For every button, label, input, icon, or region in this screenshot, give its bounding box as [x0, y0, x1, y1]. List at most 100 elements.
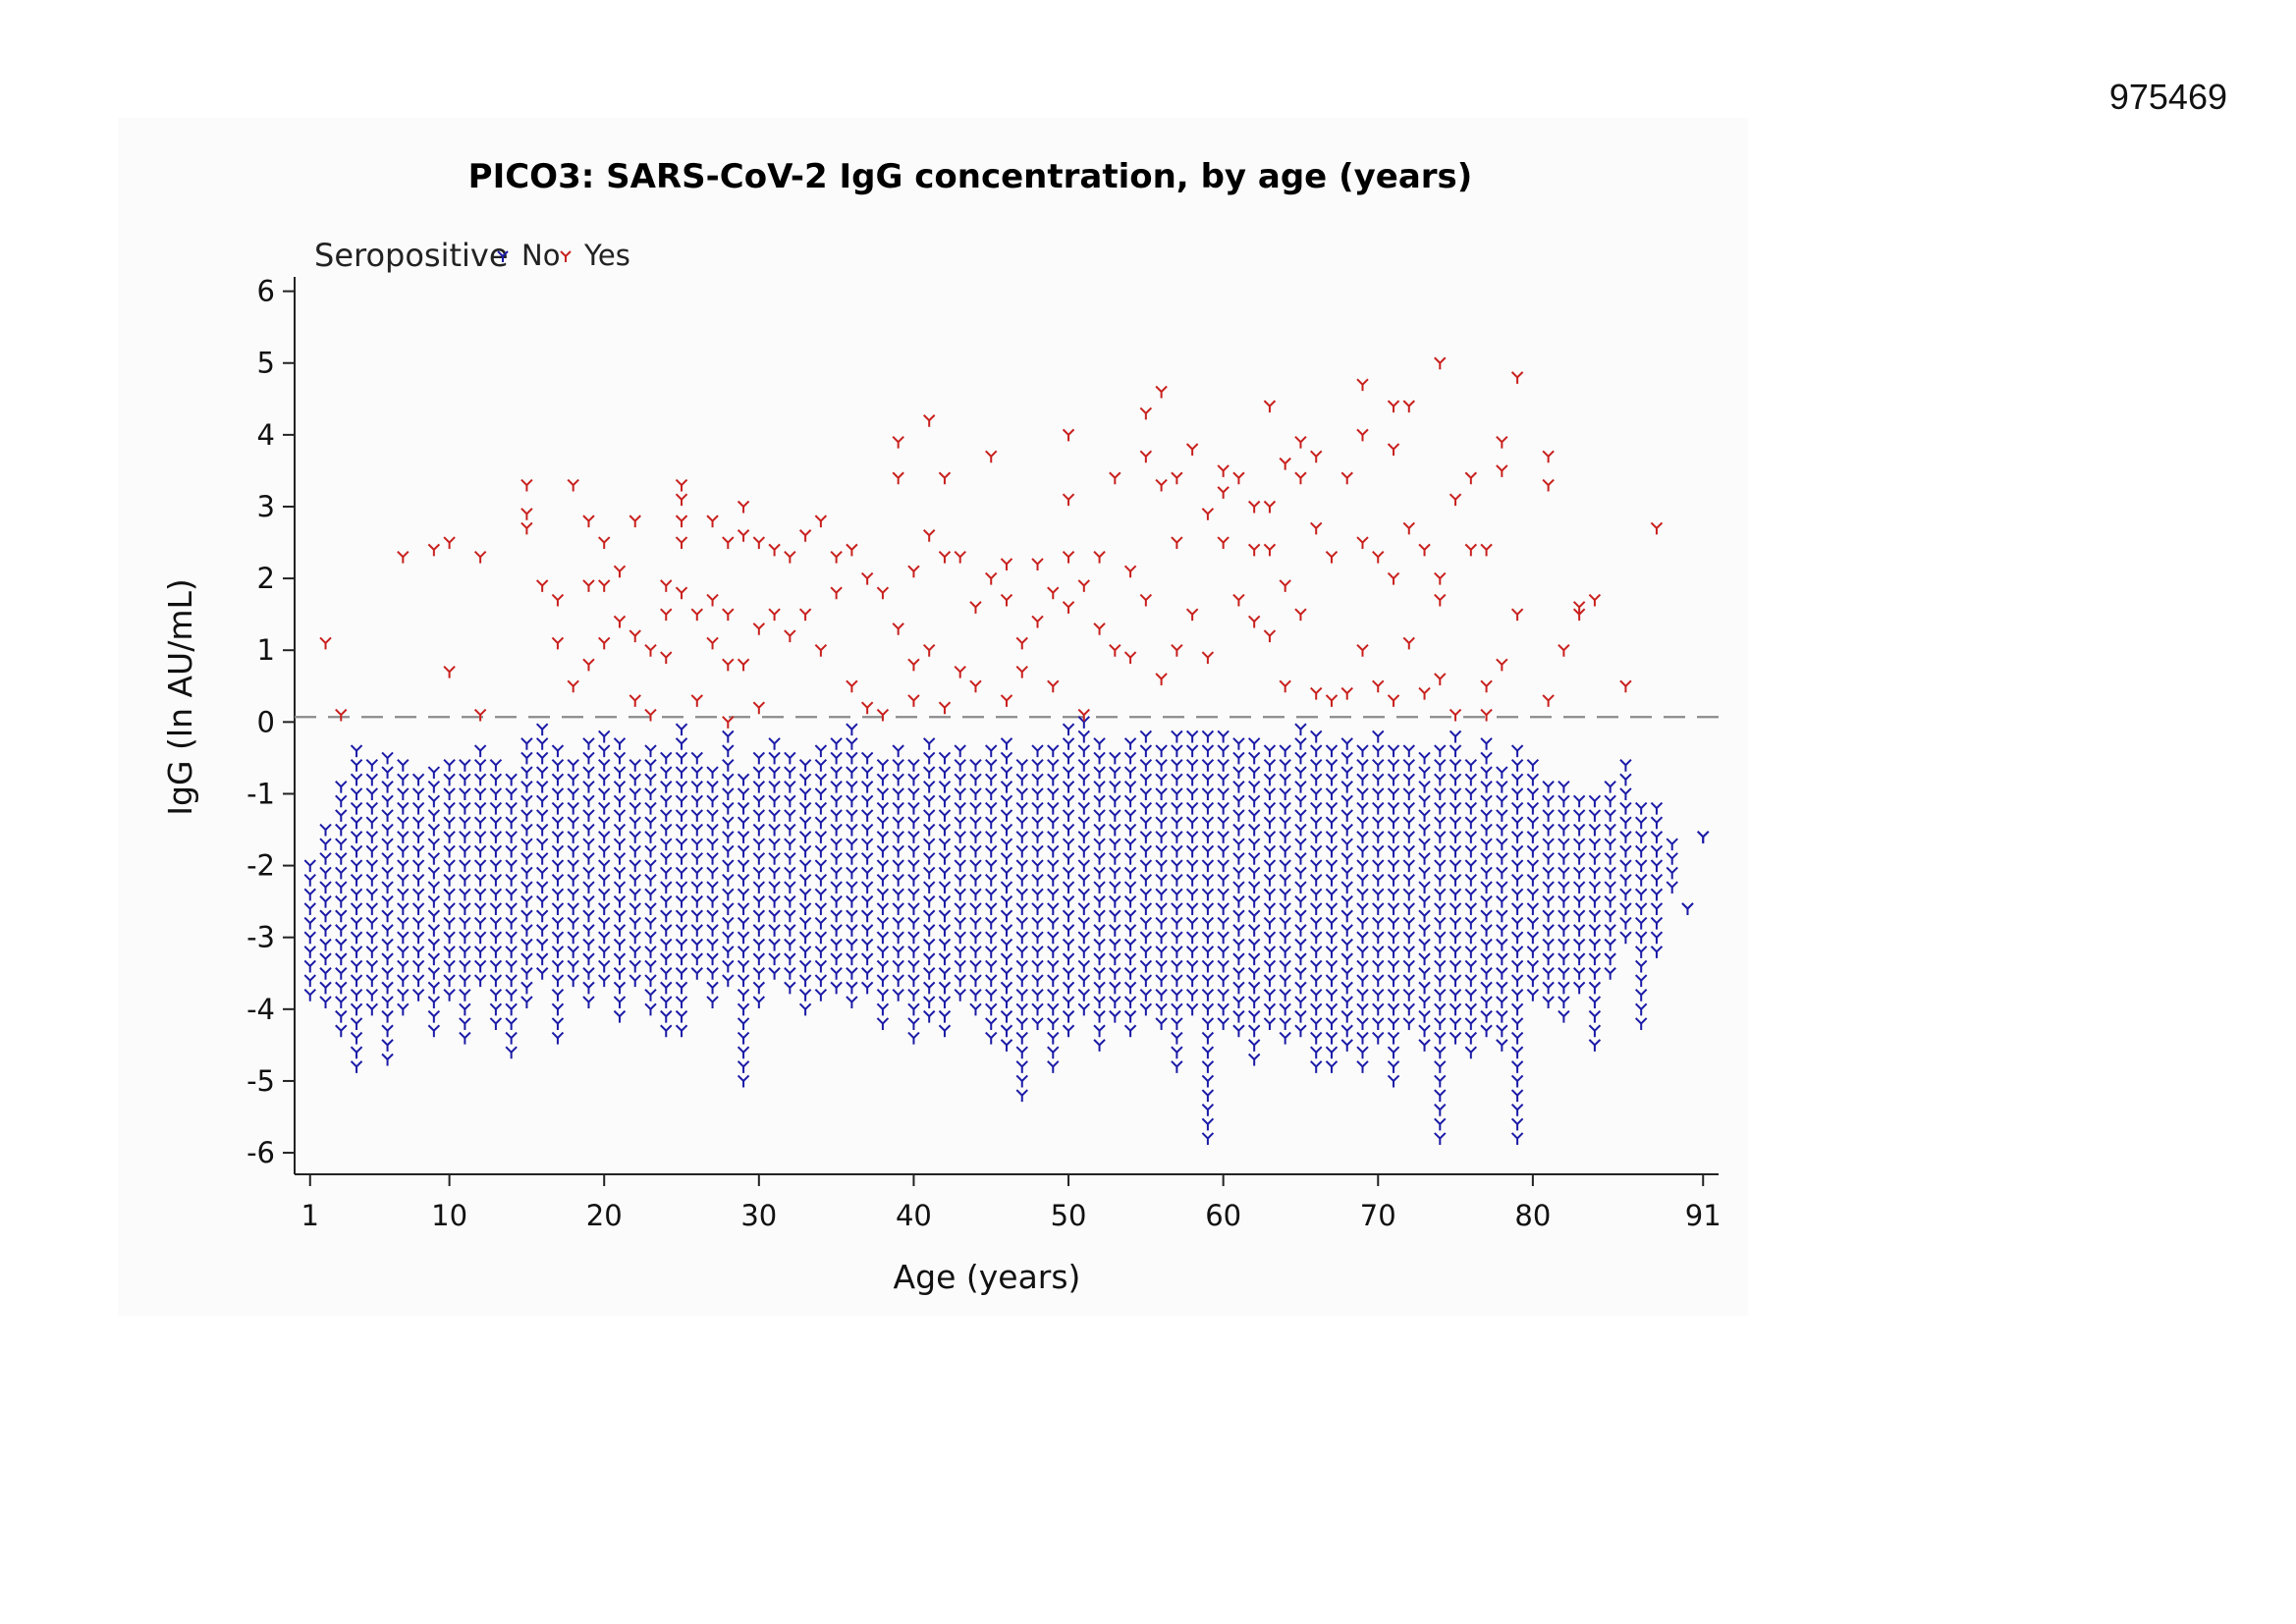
data-point-no — [1340, 1024, 1353, 1038]
data-point-no — [551, 902, 565, 915]
data-point-no — [1247, 981, 1261, 995]
data-point-no — [1171, 946, 1183, 958]
data-point-no — [784, 938, 796, 951]
data-point-no — [922, 780, 936, 793]
data-point-no — [1279, 959, 1291, 973]
data-point-no — [644, 844, 657, 858]
data-point-no — [1294, 823, 1307, 837]
data-point-no — [846, 881, 858, 894]
data-point-no — [1047, 946, 1060, 958]
data-point-no — [1155, 902, 1168, 915]
data-point-no — [1201, 974, 1215, 988]
data-point-no — [459, 888, 471, 901]
data-point-no — [335, 996, 348, 1009]
data-point-no — [1077, 744, 1091, 758]
data-point-no — [938, 780, 952, 793]
data-point-no — [1062, 924, 1075, 937]
data-point-no — [969, 959, 982, 973]
data-point-no — [846, 924, 858, 937]
data-point-no — [1247, 823, 1261, 837]
data-point-no — [1109, 938, 1121, 951]
data-point-no — [985, 859, 998, 873]
data-point-no — [722, 902, 735, 915]
data-point-no — [1434, 787, 1447, 800]
data-point-no — [1294, 952, 1307, 966]
data-point-no — [1340, 852, 1353, 865]
data-point-no — [706, 996, 719, 1009]
data-point-no — [1031, 773, 1044, 786]
data-point-no — [1139, 773, 1153, 786]
data-point-no — [473, 916, 487, 930]
data-point-no — [1031, 959, 1044, 973]
data-point-no — [1093, 809, 1106, 822]
data-point-no — [350, 902, 363, 915]
data-point-no — [768, 952, 781, 966]
data-point-no — [1077, 916, 1091, 930]
y-tick-label: 3 — [257, 490, 275, 523]
data-point-no — [582, 894, 595, 908]
data-point-yes — [660, 608, 673, 622]
data-point-yes — [613, 565, 627, 578]
data-point-no — [1402, 801, 1415, 815]
data-point-no — [1093, 838, 1106, 851]
data-point-no — [1263, 831, 1277, 843]
data-point-no — [1015, 801, 1028, 815]
data-point-no — [1558, 866, 1570, 880]
data-point-no — [846, 852, 858, 865]
data-point-no — [1387, 787, 1400, 800]
data-point-no — [1619, 801, 1632, 815]
data-point-no — [706, 809, 719, 822]
data-point-no — [876, 759, 890, 772]
data-point-yes — [1572, 608, 1586, 622]
data-point-no — [1062, 881, 1075, 894]
data-point-no — [613, 1009, 627, 1023]
data-point-no — [814, 988, 828, 1001]
data-point-no — [505, 831, 518, 843]
data-point-no — [411, 816, 425, 830]
data-point-no — [722, 801, 735, 815]
data-point-no — [798, 773, 812, 786]
data-point-no — [443, 916, 456, 930]
data-point-no — [1402, 916, 1415, 930]
data-point-yes — [1062, 493, 1075, 507]
data-point-no — [1155, 988, 1168, 1001]
data-point-no — [1340, 996, 1353, 1009]
data-point-no — [1356, 988, 1369, 1001]
data-point-no — [985, 916, 998, 930]
data-point-no — [660, 909, 673, 923]
data-point-no — [876, 859, 890, 873]
data-point-no — [1402, 773, 1415, 786]
data-point-no — [1558, 1009, 1570, 1023]
data-point-no — [1480, 737, 1493, 750]
data-point-no — [1217, 974, 1230, 988]
data-point-no — [1310, 902, 1323, 915]
data-point-no — [1496, 1039, 1508, 1052]
data-point-no — [1372, 816, 1385, 830]
data-point-no — [1000, 751, 1013, 765]
data-point-no — [768, 866, 781, 880]
data-point-no — [1155, 946, 1168, 958]
data-point-no — [1155, 959, 1168, 973]
data-point-no — [1109, 881, 1121, 894]
data-point-no — [1015, 787, 1028, 800]
x-axis-title: Age (years) — [894, 1258, 1081, 1296]
data-point-no — [1031, 916, 1044, 930]
data-point-yes — [1294, 435, 1307, 449]
data-point-no — [1542, 823, 1555, 837]
data-point-no — [1588, 838, 1602, 851]
data-point-no — [675, 723, 688, 736]
data-point-no — [489, 816, 503, 830]
data-point-no — [1588, 996, 1602, 1009]
data-point-no — [520, 852, 533, 865]
data-point-no — [1666, 866, 1678, 880]
data-point-no — [489, 888, 503, 901]
data-point-yes — [1062, 550, 1075, 564]
data-point-no — [1185, 902, 1199, 915]
data-point-no — [675, 780, 688, 793]
data-point-no — [598, 831, 611, 843]
data-point-no — [1402, 888, 1415, 901]
data-point-no — [613, 838, 627, 851]
data-point-no — [814, 916, 828, 930]
data-point-no — [1000, 938, 1013, 951]
data-point-no — [938, 1024, 952, 1038]
